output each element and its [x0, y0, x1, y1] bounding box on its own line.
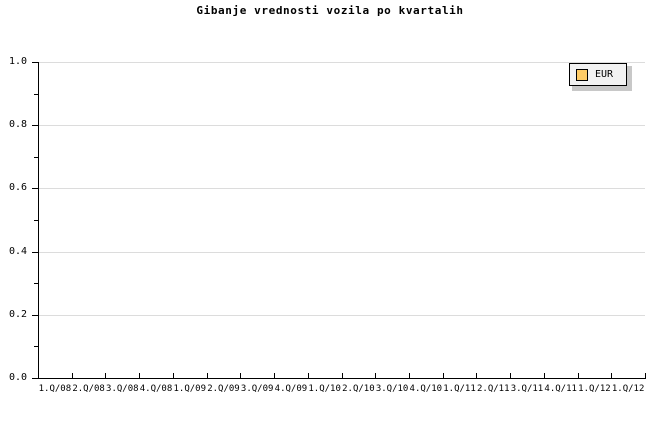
x-tick [443, 373, 444, 379]
x-tick-label: 4.Q/08 [139, 384, 173, 394]
x-tick [139, 373, 140, 379]
y-tick-minor [34, 156, 39, 158]
x-axis-line [38, 378, 645, 379]
x-tick [308, 373, 309, 379]
x-tick-label: 1.Q/08 [38, 384, 72, 394]
y-tick-major [32, 378, 39, 379]
x-tick [578, 373, 579, 379]
x-tick [510, 373, 511, 379]
x-tick-label: 1.Q/11 [443, 384, 476, 394]
x-tick [544, 373, 545, 379]
legend[interactable]: EUR [569, 63, 627, 86]
x-tick [72, 373, 73, 379]
y-tick-minor [34, 93, 39, 95]
y-tick-label: 1.0 [8, 56, 27, 67]
x-tick-label: 3.Q/10 [375, 384, 409, 394]
y-tick-minor [34, 346, 39, 348]
y-tick-label: 0.8 [8, 119, 27, 131]
x-tick [611, 373, 612, 379]
series-layer [38, 62, 645, 378]
x-tick-label: 2.Q/08 [72, 384, 105, 394]
y-tick-minor [34, 220, 39, 221]
x-tick-label: 2.Q/10 [342, 384, 375, 394]
x-tick-label: 1.Q/09 [173, 384, 207, 394]
y-tick-major [32, 62, 39, 63]
x-tick-label: 1.Q/10 [308, 384, 341, 394]
x-tick-label: 3.Q/11 [510, 384, 544, 394]
y-tick-label: 0.2 [8, 308, 27, 320]
gridline [38, 62, 645, 63]
x-tick-label: 4.Q/11 [544, 384, 577, 394]
gridline [38, 251, 645, 253]
gridline [38, 188, 645, 190]
y-tick-label: 0.4 [8, 245, 27, 257]
y-tick-major [32, 125, 39, 127]
x-tick [645, 373, 646, 379]
x-tick [375, 373, 376, 379]
gridline [38, 125, 645, 127]
x-tick [409, 373, 410, 379]
x-tick [274, 373, 275, 379]
legend-swatch-eur [576, 68, 588, 81]
x-tick-label: 1.Q/12 [578, 384, 611, 394]
x-tick-label: 4.Q/10 [409, 384, 443, 394]
x-tick-label: 2.Q/11 [476, 384, 510, 394]
x-tick [240, 373, 241, 379]
x-tick-label: 1.Q/12 [611, 384, 645, 394]
chart-title: Gibanje vrednosti vozila po kvartalih [196, 4, 464, 17]
x-tick-label: 4.Q/09 [274, 384, 308, 394]
x-tick [105, 373, 106, 379]
plot-area [38, 62, 645, 379]
x-tick-label: 3.Q/09 [240, 384, 274, 394]
legend-label-eur: EUR [595, 69, 614, 80]
y-tick-major [32, 314, 39, 316]
gridline [38, 314, 645, 316]
x-tick [342, 373, 343, 379]
x-tick [173, 373, 174, 379]
y-tick-minor [34, 283, 39, 285]
y-tick-label: 0.0 [8, 372, 27, 383]
x-tick-label: 3.Q/08 [106, 384, 139, 394]
y-tick-label: 0.6 [8, 182, 27, 194]
y-tick-major [32, 251, 39, 253]
x-tick [476, 373, 477, 379]
y-tick-major [32, 188, 39, 190]
x-tick-label: 2.Q/09 [207, 384, 240, 394]
x-tick [38, 373, 39, 379]
x-tick [207, 373, 208, 379]
